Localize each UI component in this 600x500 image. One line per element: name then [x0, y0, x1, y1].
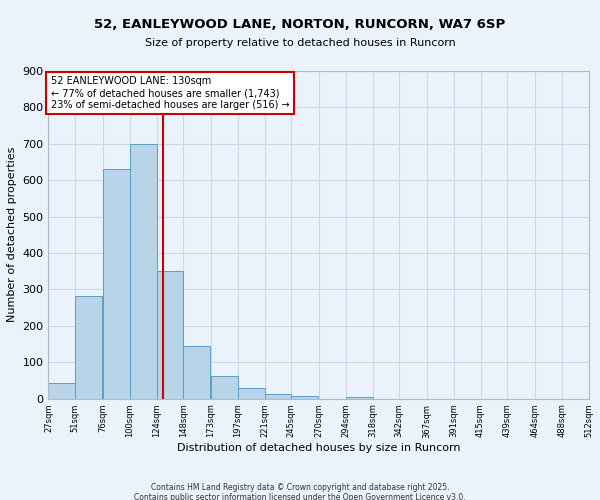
- Y-axis label: Number of detached properties: Number of detached properties: [7, 147, 17, 322]
- Text: Size of property relative to detached houses in Runcorn: Size of property relative to detached ho…: [145, 38, 455, 48]
- Bar: [75, 296, 102, 399]
- Bar: [183, 346, 210, 399]
- Bar: [211, 376, 238, 398]
- Bar: [265, 394, 291, 398]
- Text: 52 EANLEYWOOD LANE: 130sqm
← 77% of detached houses are smaller (1,743)
23% of s: 52 EANLEYWOOD LANE: 130sqm ← 77% of deta…: [51, 76, 289, 110]
- Bar: [49, 384, 75, 398]
- X-axis label: Distribution of detached houses by size in Runcorn: Distribution of detached houses by size …: [177, 443, 460, 453]
- Bar: [103, 168, 130, 398]
- Bar: [291, 396, 318, 398]
- Bar: [157, 271, 183, 398]
- Text: Contains public sector information licensed under the Open Government Licence v3: Contains public sector information licen…: [134, 492, 466, 500]
- Text: 52, EANLEYWOOD LANE, NORTON, RUNCORN, WA7 6SP: 52, EANLEYWOOD LANE, NORTON, RUNCORN, WA…: [94, 18, 506, 30]
- Bar: [238, 388, 265, 398]
- Bar: [346, 397, 373, 398]
- Bar: [130, 144, 157, 398]
- Text: Contains HM Land Registry data © Crown copyright and database right 2025.: Contains HM Land Registry data © Crown c…: [151, 482, 449, 492]
